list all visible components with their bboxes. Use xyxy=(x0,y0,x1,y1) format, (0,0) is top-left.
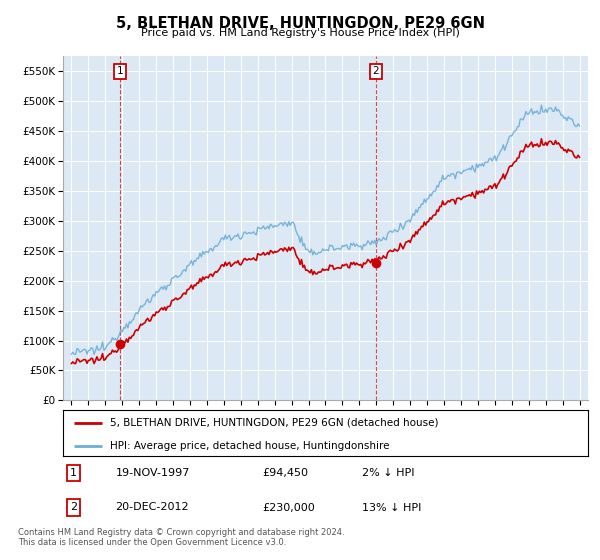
Text: HPI: Average price, detached house, Huntingdonshire: HPI: Average price, detached house, Hunt… xyxy=(110,441,390,451)
Text: £230,000: £230,000 xyxy=(263,502,315,512)
Text: 5, BLETHAN DRIVE, HUNTINGDON, PE29 6GN (detached house): 5, BLETHAN DRIVE, HUNTINGDON, PE29 6GN (… xyxy=(110,418,439,428)
Text: 5, BLETHAN DRIVE, HUNTINGDON, PE29 6GN: 5, BLETHAN DRIVE, HUNTINGDON, PE29 6GN xyxy=(115,16,485,31)
Text: £94,450: £94,450 xyxy=(263,468,308,478)
Text: Contains HM Land Registry data © Crown copyright and database right 2024.
This d: Contains HM Land Registry data © Crown c… xyxy=(18,528,344,548)
Text: 20-DEC-2012: 20-DEC-2012 xyxy=(115,502,189,512)
Text: 1: 1 xyxy=(117,67,124,77)
Text: 2: 2 xyxy=(70,502,77,512)
Text: 2: 2 xyxy=(373,67,379,77)
Text: 19-NOV-1997: 19-NOV-1997 xyxy=(115,468,190,478)
Text: Price paid vs. HM Land Registry's House Price Index (HPI): Price paid vs. HM Land Registry's House … xyxy=(140,28,460,38)
Text: 1: 1 xyxy=(70,468,77,478)
Text: 2% ↓ HPI: 2% ↓ HPI xyxy=(362,468,415,478)
Text: 13% ↓ HPI: 13% ↓ HPI xyxy=(362,502,422,512)
